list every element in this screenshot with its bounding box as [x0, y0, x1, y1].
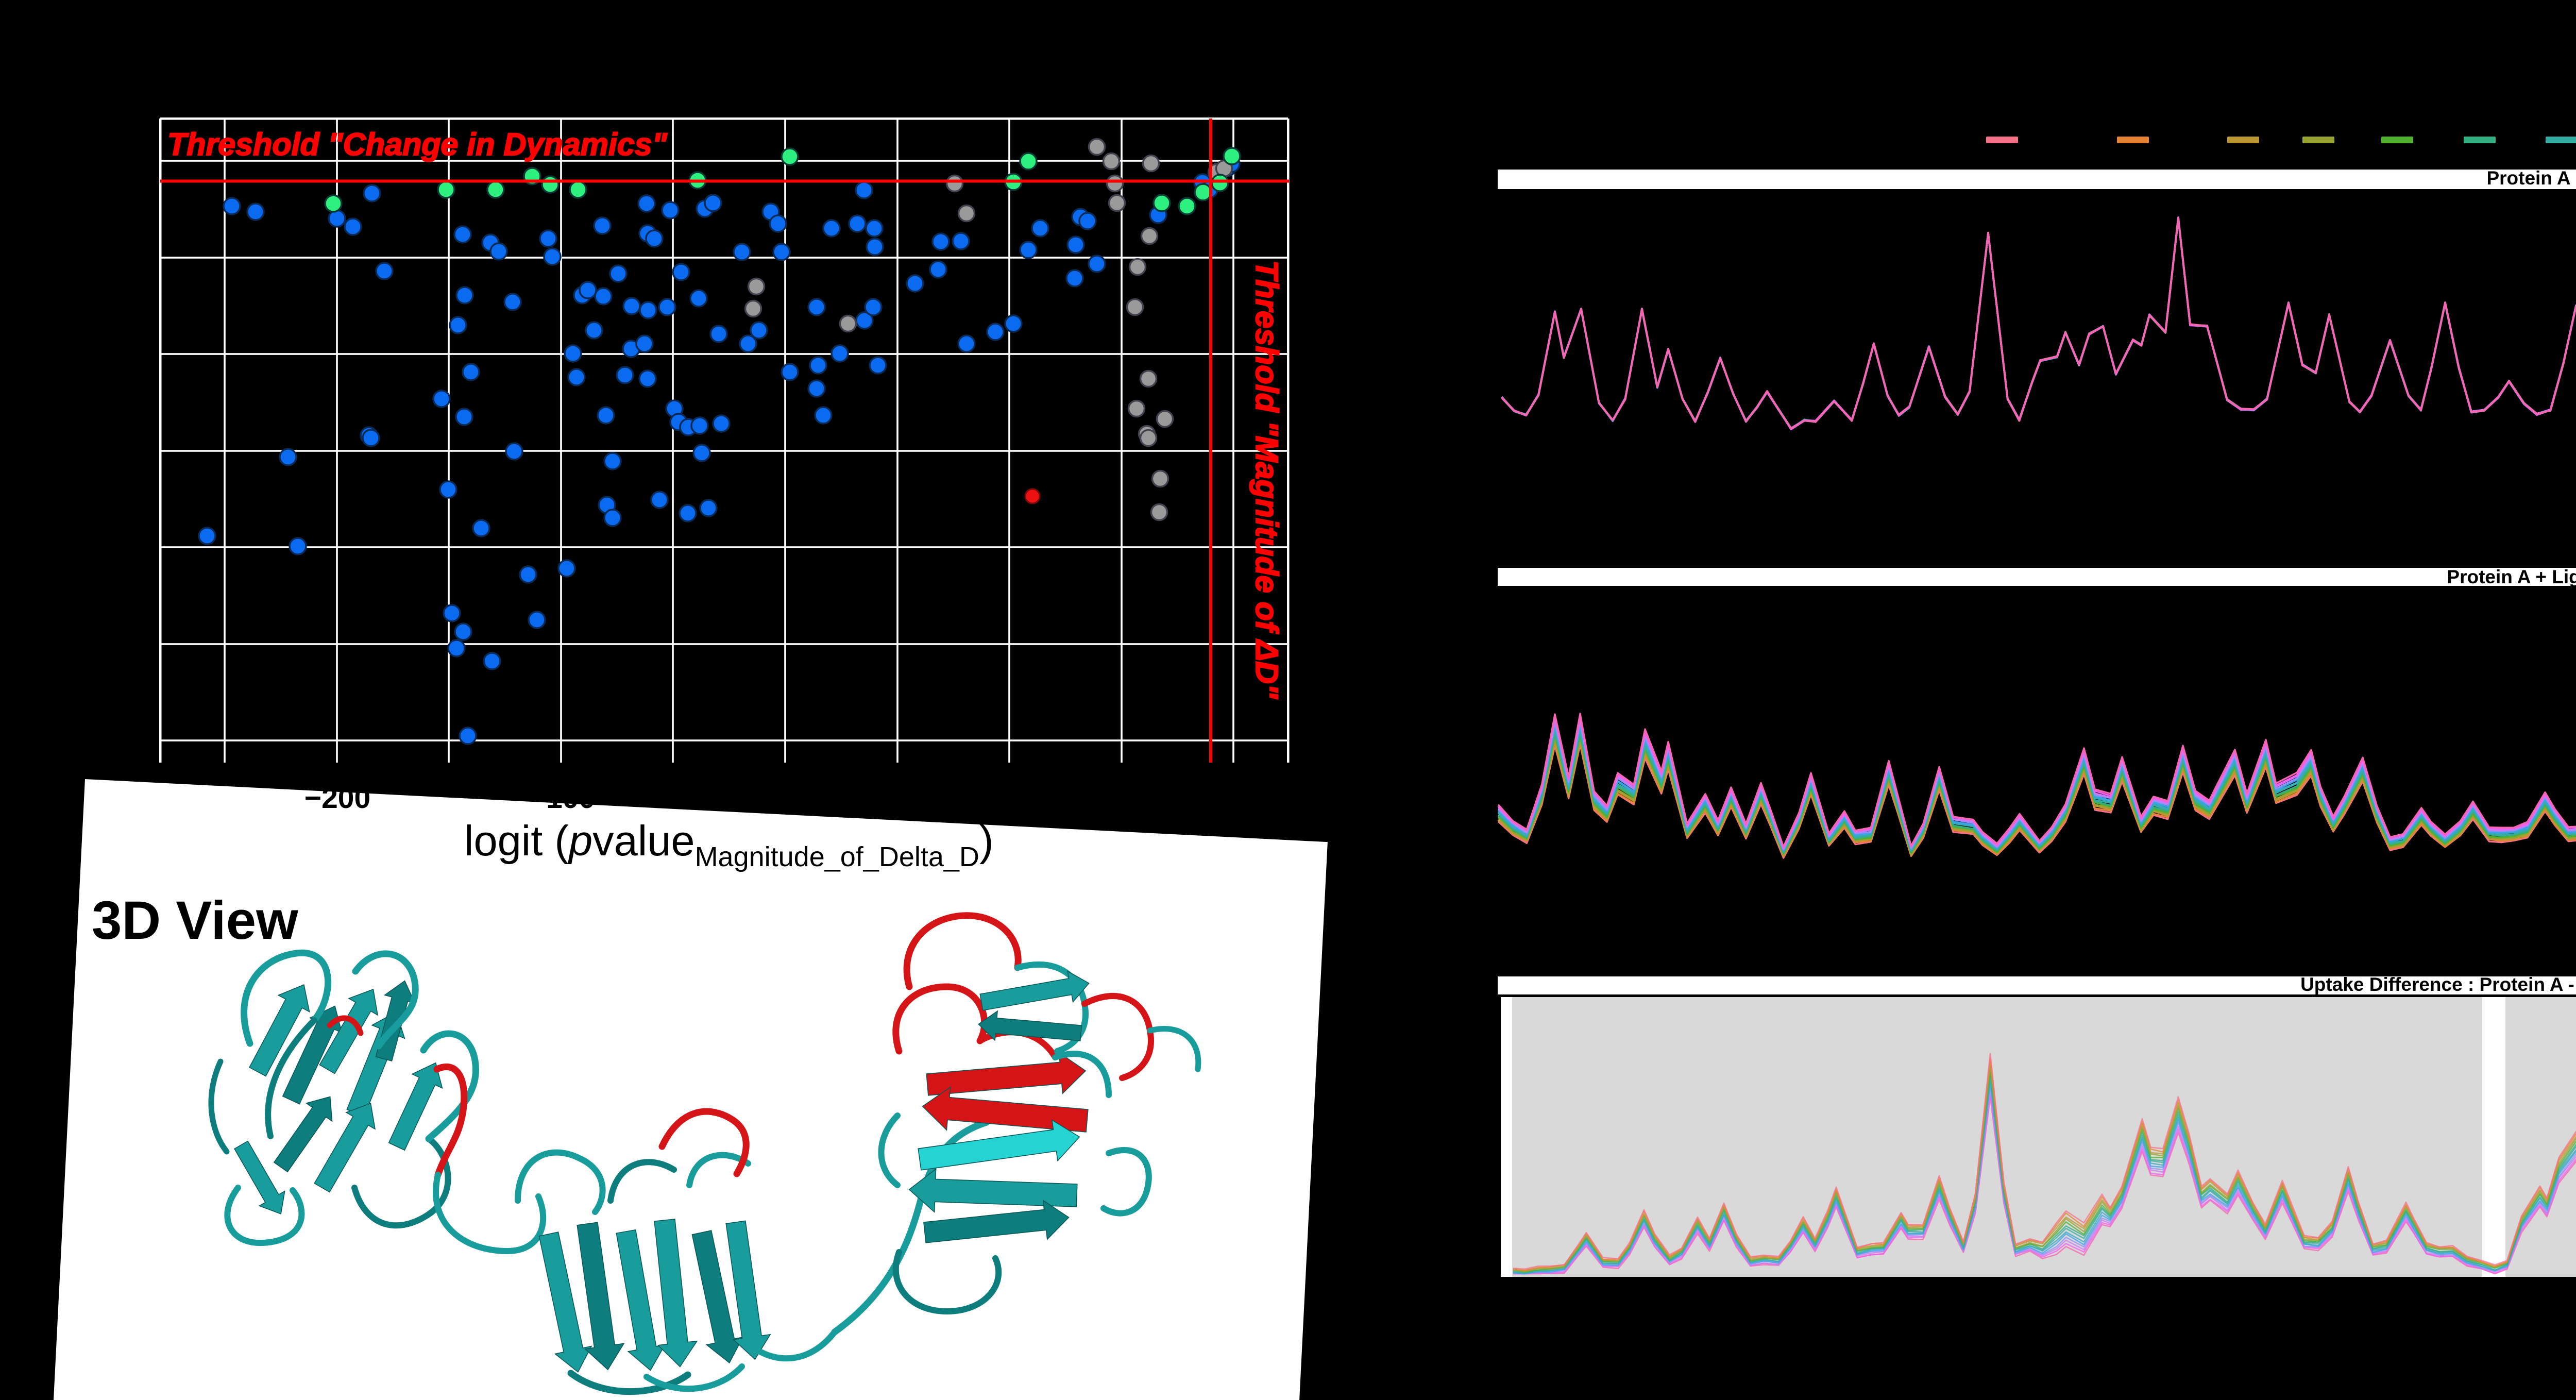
- svg-text:Threshold "Change in Dynamics": Threshold "Change in Dynamics": [167, 127, 668, 162]
- svg-text:100: 100: [987, 782, 1036, 815]
- svg-text:Protein A: Protein A: [2486, 167, 2570, 189]
- svg-text:3D View: 3D View: [92, 890, 298, 951]
- svg-text:0: 0: [778, 782, 795, 815]
- svg-text:Uptake Difference : Protein A: Uptake Difference : Protein A - (Protein…: [2300, 974, 2576, 995]
- svg-text:Threshold "Magnitude of ΔD": Threshold "Magnitude of ΔD": [1249, 260, 1284, 699]
- svg-text:−100: −100: [529, 782, 595, 815]
- svg-text:Protein A + Ligand: Protein A + Ligand: [2447, 566, 2576, 587]
- svg-text:−200: −200: [304, 782, 370, 815]
